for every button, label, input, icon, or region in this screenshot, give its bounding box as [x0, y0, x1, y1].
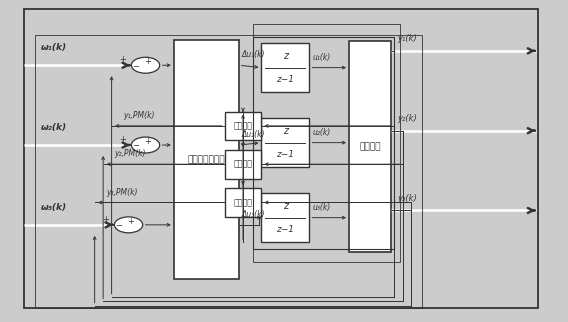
Text: u₃(k): u₃(k)	[312, 203, 331, 212]
Text: +: +	[127, 216, 133, 225]
Circle shape	[114, 217, 143, 233]
FancyBboxPatch shape	[225, 111, 261, 140]
Text: ω₂(k): ω₂(k)	[41, 123, 67, 132]
Text: y₃,PM(k): y₃,PM(k)	[106, 187, 137, 196]
Text: z−1: z−1	[277, 150, 294, 159]
Circle shape	[131, 57, 160, 73]
FancyBboxPatch shape	[261, 43, 310, 92]
Text: ω₃(k): ω₃(k)	[41, 203, 67, 212]
Text: u₁(k): u₁(k)	[312, 52, 331, 62]
Text: 对象模型: 对象模型	[360, 142, 381, 151]
Text: z−1: z−1	[277, 225, 294, 234]
Text: 预测模型: 预测模型	[233, 160, 253, 169]
Circle shape	[131, 137, 160, 153]
Text: Δu₃(k): Δu₃(k)	[241, 210, 265, 219]
Text: y₂,PM(k): y₂,PM(k)	[114, 149, 146, 158]
Text: z: z	[283, 126, 288, 136]
Text: −: −	[115, 221, 122, 230]
FancyBboxPatch shape	[225, 188, 261, 217]
Text: −: −	[132, 62, 139, 71]
FancyBboxPatch shape	[174, 40, 239, 279]
Text: +: +	[102, 214, 110, 223]
FancyBboxPatch shape	[261, 118, 310, 167]
Text: 动态矩阵控制器: 动态矩阵控制器	[187, 155, 225, 164]
Text: y₁(k): y₁(k)	[397, 34, 417, 43]
FancyBboxPatch shape	[225, 150, 261, 179]
FancyBboxPatch shape	[349, 41, 391, 252]
FancyBboxPatch shape	[30, 13, 536, 305]
Text: Δu₂(k): Δu₂(k)	[241, 130, 265, 139]
Text: z−1: z−1	[277, 75, 294, 84]
Text: −: −	[132, 141, 139, 150]
Text: +: +	[119, 135, 126, 144]
Text: y₃(k): y₃(k)	[397, 194, 417, 203]
Text: +: +	[119, 55, 126, 64]
Text: +: +	[144, 57, 151, 66]
Text: y₁,PM(k): y₁,PM(k)	[123, 111, 154, 120]
Text: z: z	[283, 51, 288, 61]
Text: Δu₁(k): Δu₁(k)	[241, 50, 265, 59]
Text: u₂(k): u₂(k)	[312, 128, 331, 137]
Text: +: +	[144, 137, 151, 146]
Text: z: z	[283, 201, 288, 211]
Text: 预测模型: 预测模型	[233, 121, 253, 130]
Text: 预测模型: 预测模型	[233, 198, 253, 207]
FancyBboxPatch shape	[24, 9, 538, 308]
Text: y₂(k): y₂(k)	[397, 114, 417, 123]
FancyBboxPatch shape	[261, 193, 310, 242]
Text: ω₁(k): ω₁(k)	[41, 43, 67, 52]
